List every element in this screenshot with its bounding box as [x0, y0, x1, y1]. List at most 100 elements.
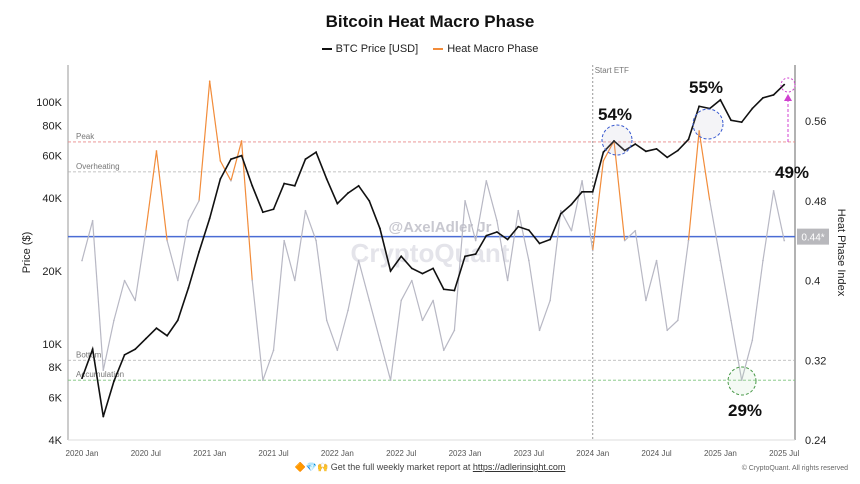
- annotation-circle: [601, 124, 633, 156]
- heat-point: [347, 309, 349, 312]
- btc-price-point: [751, 107, 754, 110]
- right-axis-title: Heat Phase Index: [835, 209, 847, 297]
- x-tick-label: 2020 Jul: [131, 449, 161, 458]
- x-tick-label: 2021 Jul: [258, 449, 288, 458]
- btc-price-point: [176, 319, 179, 322]
- heat-point: [464, 199, 466, 202]
- reference-label: Overheating: [76, 162, 120, 171]
- heat-segment: [283, 240, 296, 281]
- heat-segment: [134, 230, 147, 301]
- heat-point: [294, 279, 296, 282]
- heat-segment: [528, 260, 541, 331]
- heat-segment: [613, 140, 626, 241]
- heat-point: [230, 180, 232, 182]
- btc-price-point: [676, 149, 679, 152]
- watermark-brand: CryptoQuant: [351, 238, 510, 268]
- heat-segment: [358, 260, 370, 301]
- heat-point: [517, 209, 520, 212]
- heat-point: [602, 160, 605, 162]
- footer-link[interactable]: https://adlerinsight.com: [472, 462, 566, 472]
- btc-price-point: [261, 211, 264, 214]
- heat-segment: [709, 200, 721, 261]
- right-tick-label: 0.56: [805, 116, 826, 128]
- heat-segment: [272, 240, 285, 351]
- btc-price-point: [336, 202, 339, 205]
- watermark-author: @AxelAdler Jr: [388, 219, 491, 236]
- heat-segment: [719, 260, 732, 321]
- heat-point: [560, 209, 562, 212]
- heat-segment: [347, 260, 360, 311]
- heat-point: [496, 219, 498, 222]
- btc-price-point: [400, 255, 403, 258]
- heat-point: [762, 259, 764, 262]
- heat-point: [772, 189, 775, 192]
- heat-point: [549, 299, 551, 302]
- x-tick-label: 2025 Jul: [769, 449, 799, 458]
- x-tick-label: 2025 Jan: [704, 449, 737, 458]
- heat-point: [336, 349, 339, 352]
- heat-segment: [421, 300, 434, 321]
- left-tick-label: 20K: [42, 266, 62, 278]
- heat-point: [411, 279, 413, 282]
- heat-point: [687, 239, 690, 242]
- heat-point: [325, 319, 328, 322]
- heat-point: [91, 219, 94, 222]
- heat-point: [134, 299, 136, 302]
- heat-segment: [304, 210, 317, 241]
- legend-item-heat[interactable]: Heat Macro Phase: [433, 43, 538, 55]
- legend-item-btc[interactable]: BTC Price [USD]: [321, 43, 418, 55]
- annotation-circle: [727, 366, 757, 396]
- heat-segment: [230, 140, 243, 181]
- heat-segment: [209, 81, 221, 161]
- heat-segment: [400, 280, 413, 301]
- left-tick-label: 10K: [42, 339, 62, 351]
- x-tick-label: 2022 Jul: [386, 449, 416, 458]
- heat-point: [730, 319, 732, 322]
- btc-price-point: [251, 184, 254, 187]
- heat-segment: [687, 130, 700, 241]
- heat-segment: [666, 319, 679, 331]
- heat-segment: [187, 200, 200, 221]
- heat-segment: [698, 130, 711, 201]
- left-tick-label: 100K: [36, 97, 62, 109]
- btc-price-point: [113, 380, 115, 383]
- heat-segment: [336, 310, 349, 351]
- footer: 🔶💎🙌 Get the full weekly market report at…: [0, 462, 860, 473]
- heat-segment: [379, 340, 392, 381]
- btc-price-point: [730, 119, 732, 122]
- heat-segment: [560, 210, 572, 231]
- btc-price-point: [517, 225, 520, 228]
- heat-point: [591, 249, 594, 252]
- heat-segment: [592, 160, 604, 251]
- heat-point: [442, 349, 445, 352]
- heat-point: [357, 259, 360, 262]
- heat-point: [208, 80, 211, 82]
- btc-price-point: [666, 156, 669, 159]
- heat-point: [645, 299, 647, 302]
- legend: BTC Price [USD] Heat Macro Phase: [0, 41, 860, 55]
- chart-title: Bitcoin Heat Macro Phase: [325, 12, 535, 31]
- heat-segment: [166, 240, 179, 281]
- btc-price-point: [368, 199, 371, 202]
- heat-point: [262, 379, 264, 381]
- heat-point: [251, 279, 254, 282]
- annotation-circle: [692, 108, 724, 140]
- btc-price-point: [219, 178, 222, 180]
- heat-segment: [677, 240, 690, 321]
- left-tick-label: 6K: [49, 392, 63, 404]
- heat-point: [708, 199, 711, 202]
- heat-point: [751, 339, 754, 342]
- heat-segment: [538, 300, 551, 331]
- heat-segment: [624, 230, 636, 242]
- btc-price-point: [655, 147, 658, 150]
- left-tick-label: 60K: [42, 151, 62, 163]
- heat-point: [81, 259, 83, 262]
- heat-segment: [517, 210, 530, 261]
- btc-price-point: [613, 140, 615, 142]
- current-value-badge: [797, 228, 829, 245]
- btc-price-point: [464, 255, 466, 258]
- btc-price-point: [144, 337, 147, 340]
- right-tick-label: 0.32: [805, 355, 826, 367]
- heat-segment: [251, 280, 264, 381]
- legend-swatch: [433, 48, 444, 50]
